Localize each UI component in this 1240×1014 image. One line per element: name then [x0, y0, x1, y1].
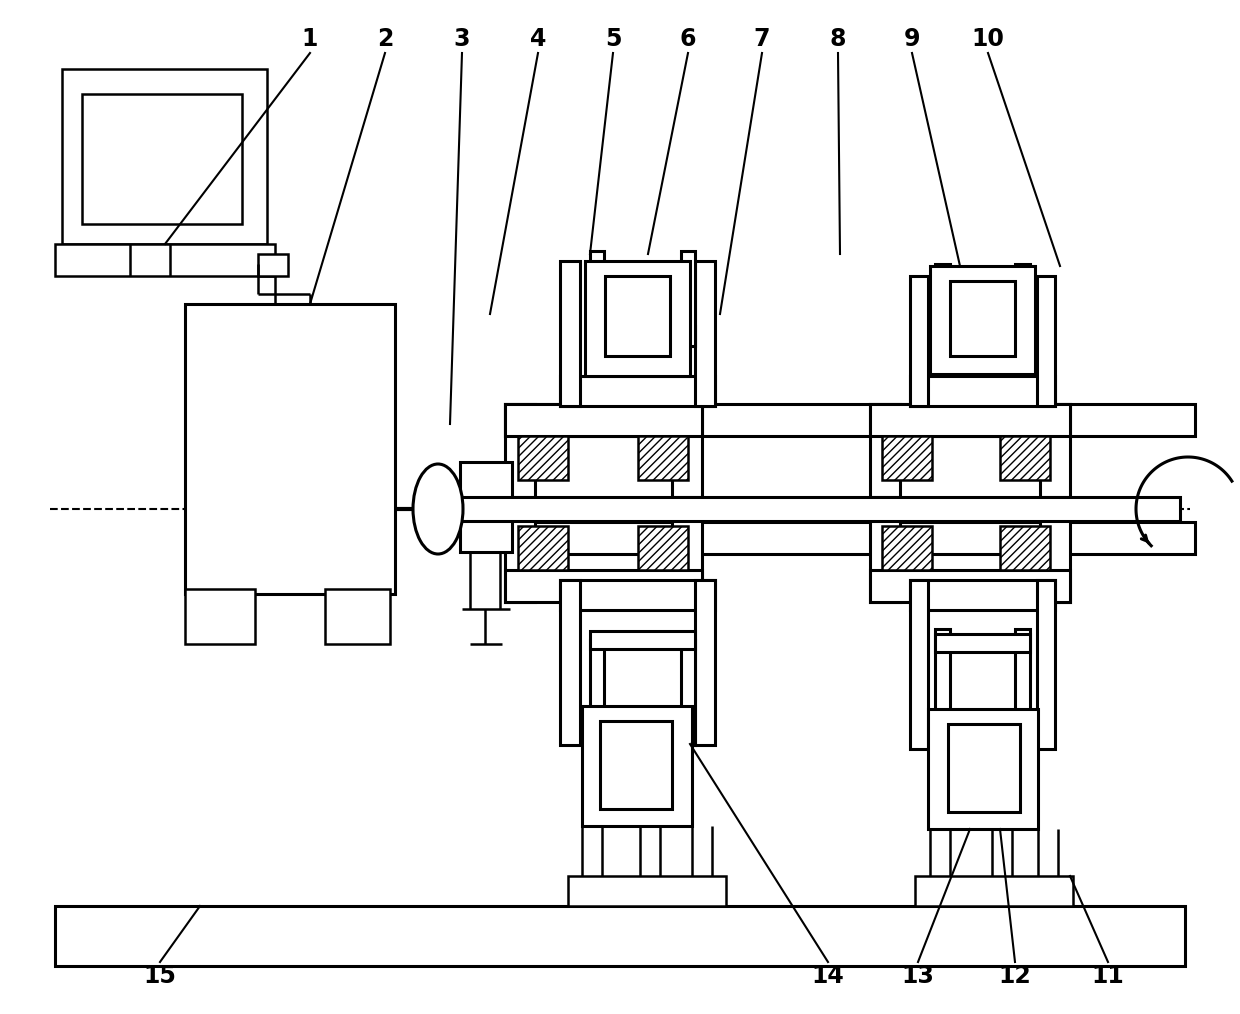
Bar — [82, 94, 242, 224]
Bar — [258, 254, 288, 276]
Text: 14: 14 — [812, 964, 844, 988]
Bar — [930, 266, 1035, 374]
Text: 13: 13 — [901, 964, 935, 988]
Bar — [560, 376, 715, 406]
Bar — [518, 526, 568, 570]
Bar — [568, 876, 725, 906]
Bar — [185, 304, 396, 594]
Bar — [870, 404, 1070, 436]
Text: 3: 3 — [454, 27, 470, 51]
Bar — [694, 580, 715, 745]
Bar — [590, 251, 604, 346]
Bar — [1037, 276, 1055, 406]
Bar — [915, 876, 1073, 906]
Ellipse shape — [413, 464, 463, 554]
Bar — [518, 436, 568, 480]
Bar — [505, 404, 534, 497]
Bar — [1040, 404, 1070, 497]
Bar — [505, 404, 702, 436]
Bar — [870, 404, 900, 497]
Bar — [935, 634, 1030, 652]
Bar — [590, 631, 694, 649]
Bar — [639, 526, 688, 570]
Text: 9: 9 — [904, 27, 920, 51]
Bar — [870, 509, 900, 602]
Text: 1: 1 — [301, 27, 319, 51]
Text: 5: 5 — [605, 27, 621, 51]
Bar — [560, 580, 580, 745]
Bar — [600, 721, 672, 809]
Bar — [325, 589, 391, 644]
Bar — [185, 589, 255, 644]
Bar — [505, 404, 1195, 436]
Bar — [910, 580, 928, 749]
Bar — [681, 251, 694, 346]
Bar — [560, 261, 580, 406]
Bar — [590, 325, 694, 346]
Bar — [999, 436, 1050, 480]
Bar — [1016, 264, 1030, 354]
Bar — [605, 276, 670, 356]
Bar — [935, 629, 950, 749]
Text: 8: 8 — [830, 27, 846, 51]
Bar — [1040, 509, 1070, 602]
Bar — [585, 261, 689, 376]
Bar — [935, 336, 1030, 354]
Bar — [672, 404, 702, 497]
Bar — [590, 640, 604, 745]
Text: 6: 6 — [680, 27, 696, 51]
Text: 15: 15 — [144, 964, 176, 988]
Bar — [910, 376, 1055, 406]
Bar — [935, 264, 950, 354]
Bar — [1016, 629, 1030, 749]
Text: 4: 4 — [529, 27, 546, 51]
Bar — [560, 580, 715, 610]
Bar — [505, 522, 1195, 554]
Bar — [55, 906, 1185, 966]
Bar — [950, 281, 1016, 356]
Bar — [870, 570, 1070, 602]
Bar — [882, 526, 932, 570]
Bar — [582, 706, 692, 826]
Text: 2: 2 — [377, 27, 393, 51]
Bar — [55, 244, 275, 276]
Bar — [505, 570, 702, 602]
Bar — [694, 261, 715, 406]
Bar — [1037, 580, 1055, 749]
Bar — [505, 509, 534, 602]
Bar — [910, 580, 1055, 610]
Text: 12: 12 — [998, 964, 1032, 988]
Bar — [928, 709, 1038, 829]
Text: 10: 10 — [972, 27, 1004, 51]
Bar — [949, 724, 1021, 812]
Bar — [882, 436, 932, 480]
Bar — [681, 640, 694, 745]
Bar — [62, 69, 267, 244]
Bar — [639, 436, 688, 480]
Bar — [672, 509, 702, 602]
Bar — [460, 462, 512, 552]
Bar — [460, 497, 1180, 521]
Text: 11: 11 — [1091, 964, 1125, 988]
Text: 7: 7 — [754, 27, 770, 51]
Bar — [910, 276, 928, 406]
Bar — [999, 526, 1050, 570]
